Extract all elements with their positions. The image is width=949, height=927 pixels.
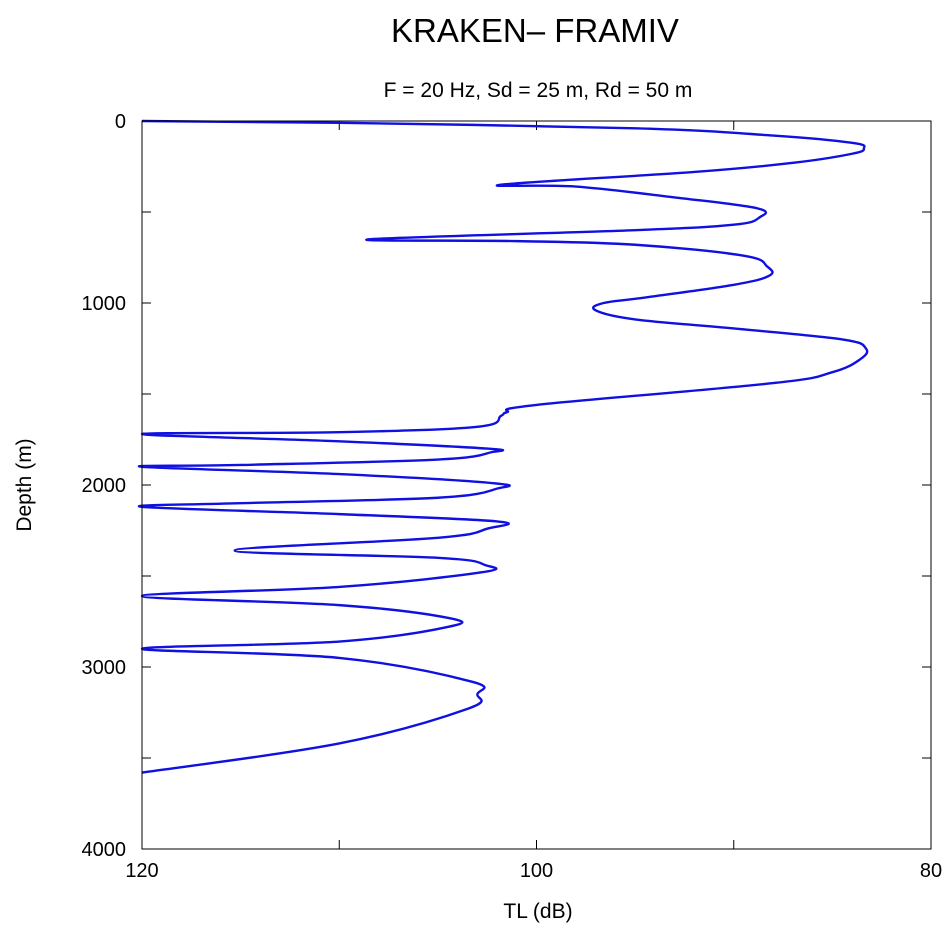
x-tick-label: 120 [125, 860, 158, 882]
axis-ticks [141, 120, 932, 850]
chart-title: KRAKEN– FRAMIV [391, 12, 679, 49]
y-tick-label: 1000 [82, 293, 127, 315]
x-tick-label: 100 [520, 860, 553, 882]
y-tick-label: 2000 [82, 475, 127, 497]
tl-series-line [137, 119, 869, 774]
plot-frame [141, 120, 932, 850]
y-tick-label: 0 [115, 111, 126, 133]
y-tick-label: 3000 [82, 657, 127, 679]
y-tick-label: 4000 [82, 839, 127, 861]
y-axis-label: Depth (m) [13, 438, 36, 531]
x-tick-label: 80 [920, 860, 942, 882]
x-axis-label: TL (dB) [503, 900, 572, 923]
tick-labels: 120 100 80 0 1000 2000 3000 4000 [82, 111, 943, 882]
chart-subtitle: F = 20 Hz, Sd = 25 m, Rd = 50 m [384, 79, 693, 102]
